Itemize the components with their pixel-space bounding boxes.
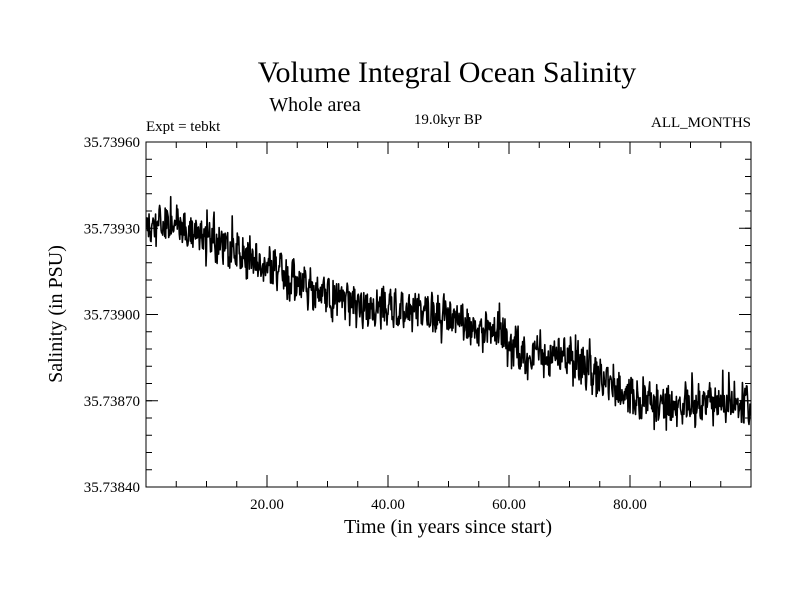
- months-label: ALL_MONTHS: [651, 115, 751, 131]
- chart-subtitle: Whole area: [269, 94, 361, 116]
- y-tick-label: 35.73840: [84, 480, 140, 496]
- y-tick-label: 35.73870: [84, 394, 140, 410]
- x-tick-label: 40.00: [371, 497, 405, 513]
- x-axis-label: Time (in years since start): [344, 516, 552, 538]
- x-tick-label: 80.00: [613, 497, 647, 513]
- period-label: 19.0kyr BP: [414, 112, 482, 128]
- salinity-series-line: [146, 195, 751, 431]
- series-layer: [146, 195, 751, 431]
- x-axis: 20.00 40.00 60.00 80.00: [175, 142, 722, 513]
- y-tick-label: 35.73960: [84, 135, 140, 151]
- chart-title: Volume Integral Ocean Salinity: [258, 56, 637, 89]
- x-tick-label: 60.00: [492, 497, 526, 513]
- x-tick-label: 20.00: [250, 497, 284, 513]
- y-tick-label: 35.73930: [84, 221, 140, 237]
- y-axis-label: Salinity (in PSU): [45, 245, 67, 383]
- y-axis: 35.73840 35.73870 35.73900 35.73930 35.73960: [84, 135, 751, 496]
- y-tick-label: 35.73900: [84, 308, 140, 324]
- experiment-label: Expt = tebkt: [146, 119, 221, 135]
